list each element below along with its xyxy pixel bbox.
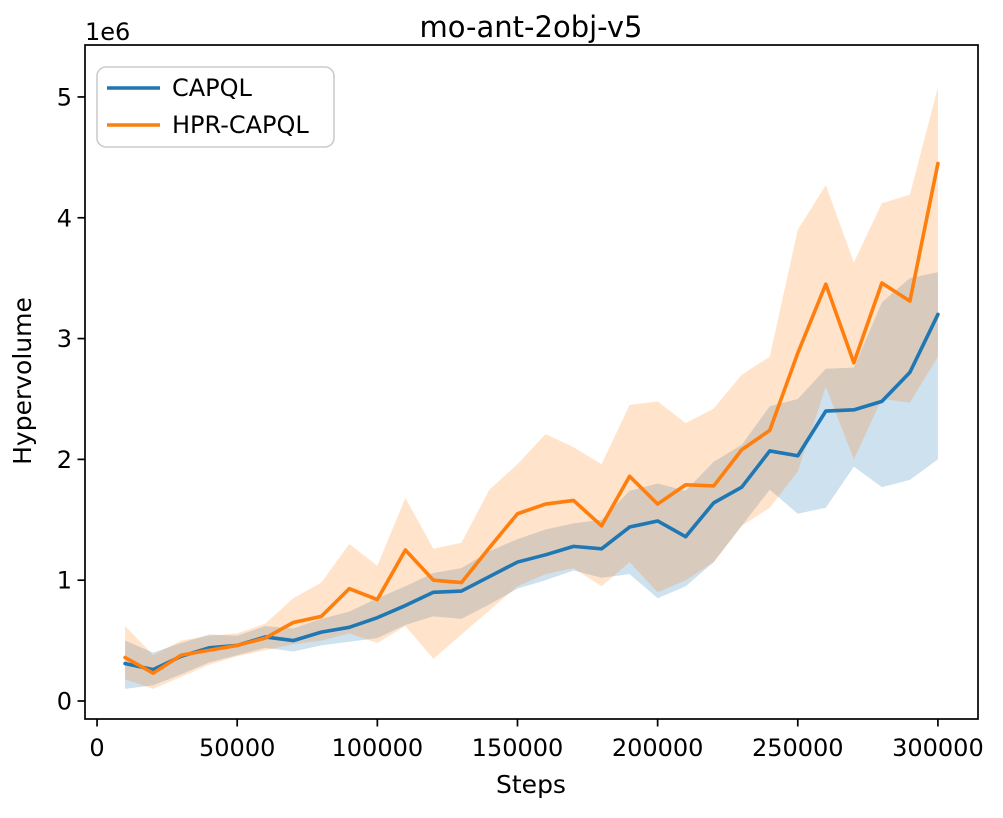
legend-label-capql: CAPQL xyxy=(172,74,253,102)
y-tick-label: 3 xyxy=(57,325,72,353)
x-tick-label: 50000 xyxy=(199,734,275,762)
x-tick-label: 100000 xyxy=(332,734,424,762)
legend: CAPQL HPR-CAPQL xyxy=(96,66,335,148)
x-tick-label: 200000 xyxy=(612,734,704,762)
x-tick-label: 0 xyxy=(89,734,104,762)
hpr-capql-band xyxy=(125,87,938,689)
y-axis-offset-text: 1e6 xyxy=(85,18,130,46)
legend-entry-capql: CAPQL xyxy=(107,74,253,102)
y-axis-label: Hypervolume xyxy=(8,297,37,465)
hpr-capql-line xyxy=(123,161,940,676)
x-tick-label: 250000 xyxy=(752,734,844,762)
plot-border xyxy=(84,44,979,720)
y-tick-label: 2 xyxy=(57,446,72,474)
y-tick-label: 5 xyxy=(57,83,72,111)
x-axis-label: Steps xyxy=(496,770,566,799)
y-tick-label: 0 xyxy=(57,687,72,715)
y-tick-label: 4 xyxy=(57,204,72,232)
y-tick-label: 1 xyxy=(57,567,72,595)
x-tick-label: 300000 xyxy=(892,734,984,762)
x-tick-label: 150000 xyxy=(472,734,564,762)
legend-label-hpr-capql: HPR-CAPQL xyxy=(172,111,309,139)
plot-area: 0 50000 100000 150000 200000 250000 300000 0 1 2 3… xyxy=(57,44,984,762)
chart-title: mo-ant-2obj-v5 xyxy=(420,10,643,44)
legend-entry-hpr-capql: HPR-CAPQL xyxy=(107,111,309,139)
